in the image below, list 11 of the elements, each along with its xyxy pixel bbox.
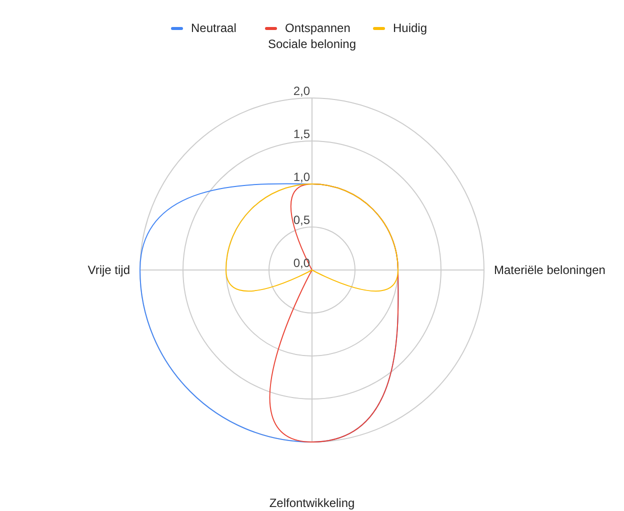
spoke-label: Materiële beloningen [494, 263, 606, 277]
legend-label: Neutraal [191, 21, 236, 35]
y-tick-label: 1,5 [293, 127, 310, 141]
spoke-label: Sociale beloning [268, 37, 356, 51]
legend-label: Huidig [393, 21, 428, 35]
y-tick-label: 0,5 [293, 213, 310, 227]
y-tick-label: 1,0 [293, 170, 310, 184]
y-tick-label: 2,0 [293, 84, 310, 98]
legend-label: Ontspannen [285, 21, 350, 35]
spoke-label: Zelfontwikkeling [269, 496, 355, 510]
spoke-label: Vrije tijd [88, 263, 130, 277]
